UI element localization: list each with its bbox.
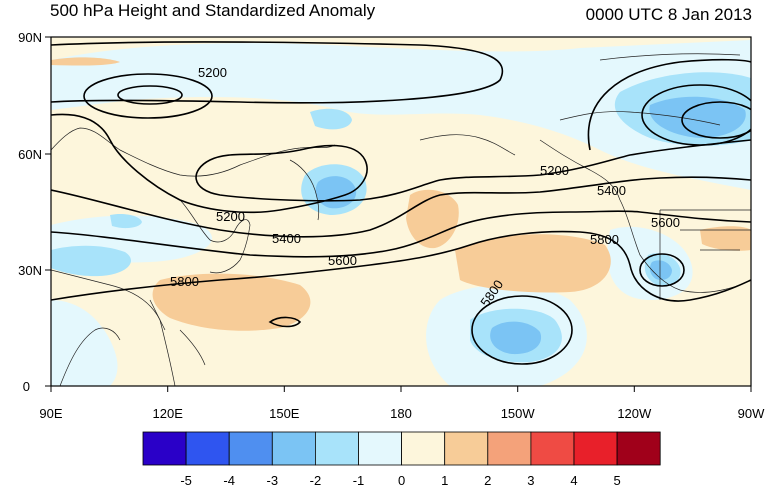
contour-label: 5800 (590, 232, 619, 247)
contour-5800-high (471, 295, 573, 365)
colorbar-label: 3 (527, 473, 534, 488)
colorbar: -5 -4 -3 -2 -1 0 1 2 3 4 5 (142, 431, 661, 488)
colorbar-swatch (444, 431, 489, 466)
lon-tick-label: 90E (39, 406, 62, 421)
contour-5400-vortex (641, 84, 751, 146)
contour-label: 5600 (328, 253, 357, 268)
colorbar-swatch (142, 431, 187, 466)
contour-5200-east (587, 58, 751, 151)
lon-tick-label: 120E (153, 406, 184, 421)
colorbar-label: -4 (223, 473, 235, 488)
colorbar-swatch (401, 431, 446, 466)
colorbar-swatch (487, 431, 532, 466)
lat-tick-label: 0 (23, 379, 30, 394)
lon-tick-label: 150E (269, 406, 300, 421)
colorbar-label: 5 (613, 473, 620, 488)
contour-5000-low (117, 85, 183, 105)
contour-small-ring (268, 316, 302, 328)
contour-5800 (51, 230, 751, 302)
colorbar-label: 2 (484, 473, 491, 488)
contour-label: 5800 (170, 274, 199, 289)
contour-5000-vortex (681, 101, 751, 139)
lat-tick-label: 90N (18, 30, 42, 45)
colorbar-swatch (271, 431, 316, 466)
colorbar-label: -1 (353, 473, 365, 488)
map-title: 500 hPa Height and Standardized Anomaly (50, 1, 376, 20)
colorbar-label: 4 (570, 473, 577, 488)
contour-label: 5400 (272, 231, 301, 246)
contour-5200-low (83, 73, 213, 119)
contour-5600 (51, 210, 751, 258)
lon-tick-label: 120W (617, 406, 652, 421)
lat-tick-label: 30N (18, 263, 42, 278)
contour-5200-main (51, 113, 751, 214)
colorbar-label: -3 (267, 473, 279, 488)
contour-5200-polar (51, 41, 504, 104)
lat-tick-label: 60N (18, 147, 42, 162)
colorbar-label: -5 (180, 473, 192, 488)
lon-tick-label: 150W (501, 406, 536, 421)
colorbar-label: 1 (441, 473, 448, 488)
contour-label: 5600 (651, 215, 680, 230)
contour-label: 5200 (198, 65, 227, 80)
colorbar-swatch (185, 431, 230, 466)
contour-5400 (51, 176, 751, 238)
colorbar-swatch (573, 431, 618, 466)
lon-tick-label: 180 (390, 406, 412, 421)
height-contours (51, 41, 751, 365)
lon-tick-label: 90W (738, 406, 765, 421)
colorbar-swatch (616, 431, 661, 466)
anomaly-plus-one (51, 57, 751, 331)
coastlines (51, 53, 751, 386)
map-datetime: 0000 UTC 8 Jan 2013 (586, 5, 752, 24)
lon-axis: 90E 120E 150E 180 150W 120W 90W (39, 386, 765, 421)
colorbar-swatch (314, 431, 359, 466)
colorbar-label: 0 (398, 473, 405, 488)
contour-label: 5200 (540, 163, 569, 178)
lat-axis: 90N 60N 30N 0 (18, 30, 51, 394)
map-plot-area (51, 37, 751, 386)
colorbar-label: -2 (310, 473, 322, 488)
contour-label: 5400 (597, 183, 626, 198)
contour-5600-cutoff (639, 253, 685, 287)
contour-label: 5200 (216, 209, 245, 224)
colorbar-swatch (358, 431, 402, 466)
colorbar-swatch (530, 431, 575, 466)
colorbar-swatch (228, 431, 273, 466)
